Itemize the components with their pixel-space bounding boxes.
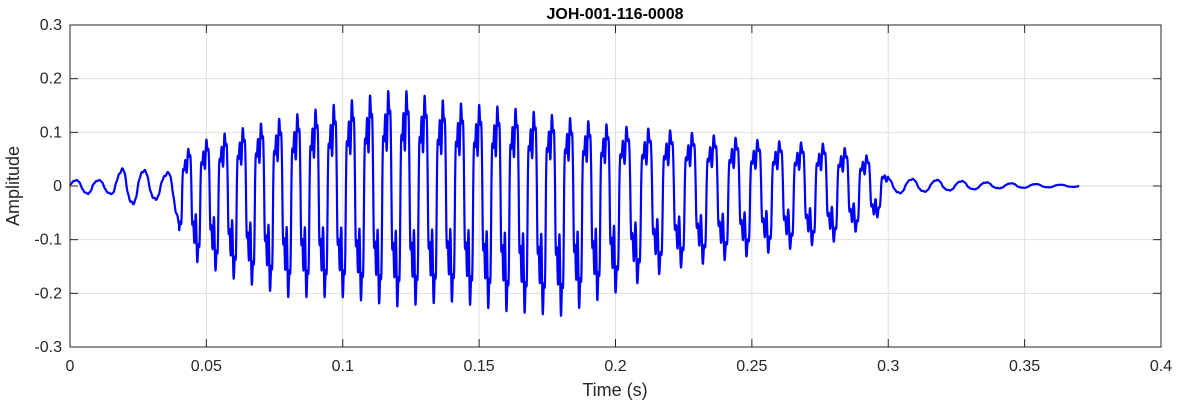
x-tick-label: 0	[66, 358, 75, 375]
y-tick-label: 0	[53, 178, 62, 195]
y-tick-label: -0.1	[34, 232, 62, 249]
waveform-line	[69, 89, 1081, 317]
x-tick-label: 0.35	[1009, 358, 1040, 375]
y-tick-label: 0.1	[40, 124, 62, 141]
y-tick-label: 0.2	[40, 71, 62, 88]
x-tick-label: 0.25	[736, 358, 767, 375]
x-tick-label: 0.2	[604, 358, 626, 375]
y-tick-label: 0.3	[40, 17, 62, 34]
series-group	[69, 89, 1081, 317]
x-tick-label: 0.1	[332, 358, 354, 375]
x-tick-label: 0.4	[1150, 358, 1172, 375]
chart-title: JOH-001-116-0008	[547, 6, 684, 23]
y-axis-label: Amplitude	[3, 146, 23, 226]
y-tick-label: -0.3	[34, 339, 62, 356]
x-tick-label: 0.15	[464, 358, 495, 375]
x-tick-label: 0.3	[877, 358, 899, 375]
x-axis-label: Time (s)	[582, 380, 647, 400]
x-tick-label: 0.05	[191, 358, 222, 375]
axis-ticks: 0 0.05 0.1 0.15 0.2 0.25 0.3 0.35 0.4 -0.3 -0.2 -0.…	[34, 17, 1172, 375]
y-tick-label: -0.2	[34, 285, 62, 302]
